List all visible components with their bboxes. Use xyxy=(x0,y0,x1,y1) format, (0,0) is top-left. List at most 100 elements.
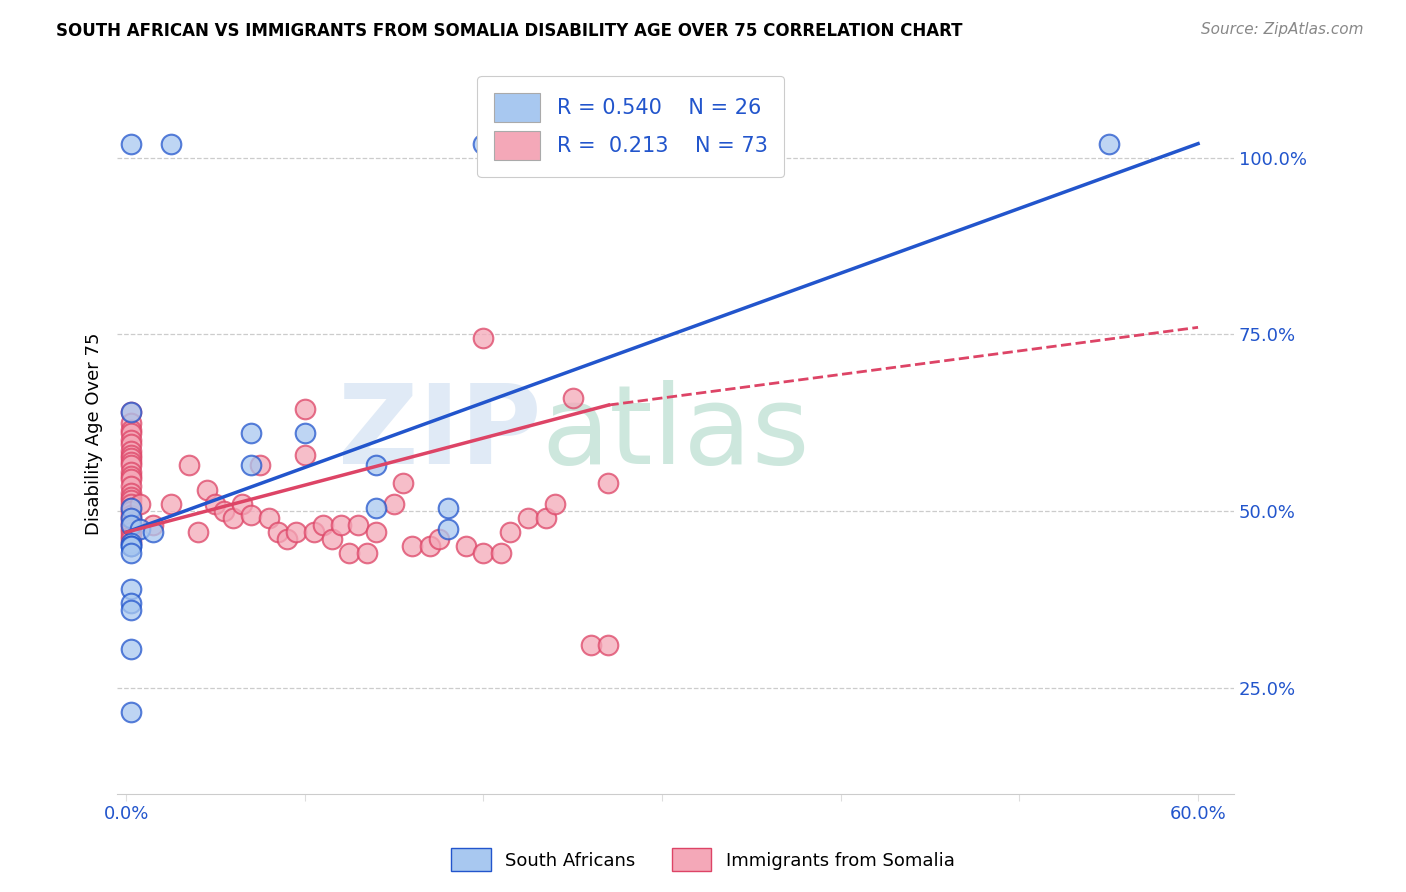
Point xyxy=(491,546,513,560)
Point xyxy=(121,533,143,547)
Point xyxy=(121,437,143,451)
Point xyxy=(121,641,143,656)
Point xyxy=(121,706,143,720)
Point xyxy=(534,511,557,525)
Point xyxy=(187,525,209,540)
Point xyxy=(121,525,143,540)
Point xyxy=(294,448,316,462)
Text: Source: ZipAtlas.com: Source: ZipAtlas.com xyxy=(1201,22,1364,37)
Point xyxy=(121,511,143,525)
Point xyxy=(366,500,388,515)
Text: ZIP: ZIP xyxy=(337,380,541,487)
Point xyxy=(436,522,458,536)
Point xyxy=(121,540,143,554)
Point xyxy=(240,458,263,472)
Point xyxy=(427,533,450,547)
Text: atlas: atlas xyxy=(541,380,810,487)
Point xyxy=(121,504,143,518)
Point xyxy=(240,426,263,441)
Point xyxy=(121,508,143,522)
Point xyxy=(257,511,280,525)
Point xyxy=(121,515,143,529)
Point xyxy=(499,525,522,540)
Point xyxy=(249,458,271,472)
Point xyxy=(339,546,361,560)
Point xyxy=(321,533,343,547)
Point xyxy=(347,518,370,533)
Point xyxy=(121,582,143,596)
Point xyxy=(121,500,143,515)
Point xyxy=(222,511,245,525)
Point xyxy=(302,525,325,540)
Point xyxy=(121,522,143,536)
Point xyxy=(121,546,143,560)
Point xyxy=(121,405,143,419)
Point xyxy=(598,638,620,652)
Point xyxy=(231,497,253,511)
Point xyxy=(121,479,143,493)
Point xyxy=(472,546,495,560)
Point xyxy=(121,518,143,533)
Point xyxy=(121,529,143,543)
Point xyxy=(121,490,143,504)
Point xyxy=(142,525,165,540)
Point xyxy=(472,331,495,345)
Point xyxy=(1098,136,1121,151)
Point xyxy=(204,497,226,511)
Point xyxy=(294,426,316,441)
Point xyxy=(121,458,143,472)
Point xyxy=(419,540,441,554)
Point xyxy=(121,444,143,458)
Point xyxy=(356,546,378,560)
Point xyxy=(129,497,152,511)
Point xyxy=(195,483,218,497)
Point xyxy=(329,518,352,533)
Point xyxy=(121,500,143,515)
Point xyxy=(284,525,307,540)
Point xyxy=(121,596,143,610)
Point xyxy=(121,448,143,462)
Point xyxy=(121,416,143,430)
Point xyxy=(121,468,143,483)
Point xyxy=(121,603,143,617)
Point xyxy=(366,525,388,540)
Point xyxy=(544,497,567,511)
Point xyxy=(121,423,143,437)
Point xyxy=(121,511,143,525)
Point xyxy=(401,540,423,554)
Point xyxy=(129,522,152,536)
Point xyxy=(598,475,620,490)
Legend: South Africans, Immigrants from Somalia: South Africans, Immigrants from Somalia xyxy=(444,841,962,879)
Point xyxy=(579,638,602,652)
Point xyxy=(121,451,143,466)
Point xyxy=(382,497,405,511)
Point xyxy=(121,536,143,550)
Point xyxy=(561,391,583,405)
Point xyxy=(121,405,143,419)
Point xyxy=(214,504,236,518)
Point xyxy=(121,540,143,554)
Point xyxy=(121,497,143,511)
Point xyxy=(436,500,458,515)
Y-axis label: Disability Age Over 75: Disability Age Over 75 xyxy=(86,332,103,534)
Point xyxy=(121,434,143,448)
Legend: R = 0.540    N = 26, R =  0.213    N = 73: R = 0.540 N = 26, R = 0.213 N = 73 xyxy=(478,76,785,177)
Point xyxy=(121,472,143,486)
Point xyxy=(121,454,143,468)
Point xyxy=(121,493,143,508)
Point xyxy=(311,518,333,533)
Point xyxy=(121,426,143,441)
Point xyxy=(517,511,540,525)
Point xyxy=(472,136,495,151)
Point xyxy=(121,486,143,500)
Point xyxy=(240,508,263,522)
Point xyxy=(177,458,200,472)
Point xyxy=(276,533,298,547)
Point xyxy=(159,136,181,151)
Point xyxy=(121,518,143,533)
Point xyxy=(366,458,388,472)
Point xyxy=(294,401,316,416)
Text: SOUTH AFRICAN VS IMMIGRANTS FROM SOMALIA DISABILITY AGE OVER 75 CORRELATION CHAR: SOUTH AFRICAN VS IMMIGRANTS FROM SOMALIA… xyxy=(56,22,963,40)
Point xyxy=(159,497,181,511)
Point xyxy=(392,475,415,490)
